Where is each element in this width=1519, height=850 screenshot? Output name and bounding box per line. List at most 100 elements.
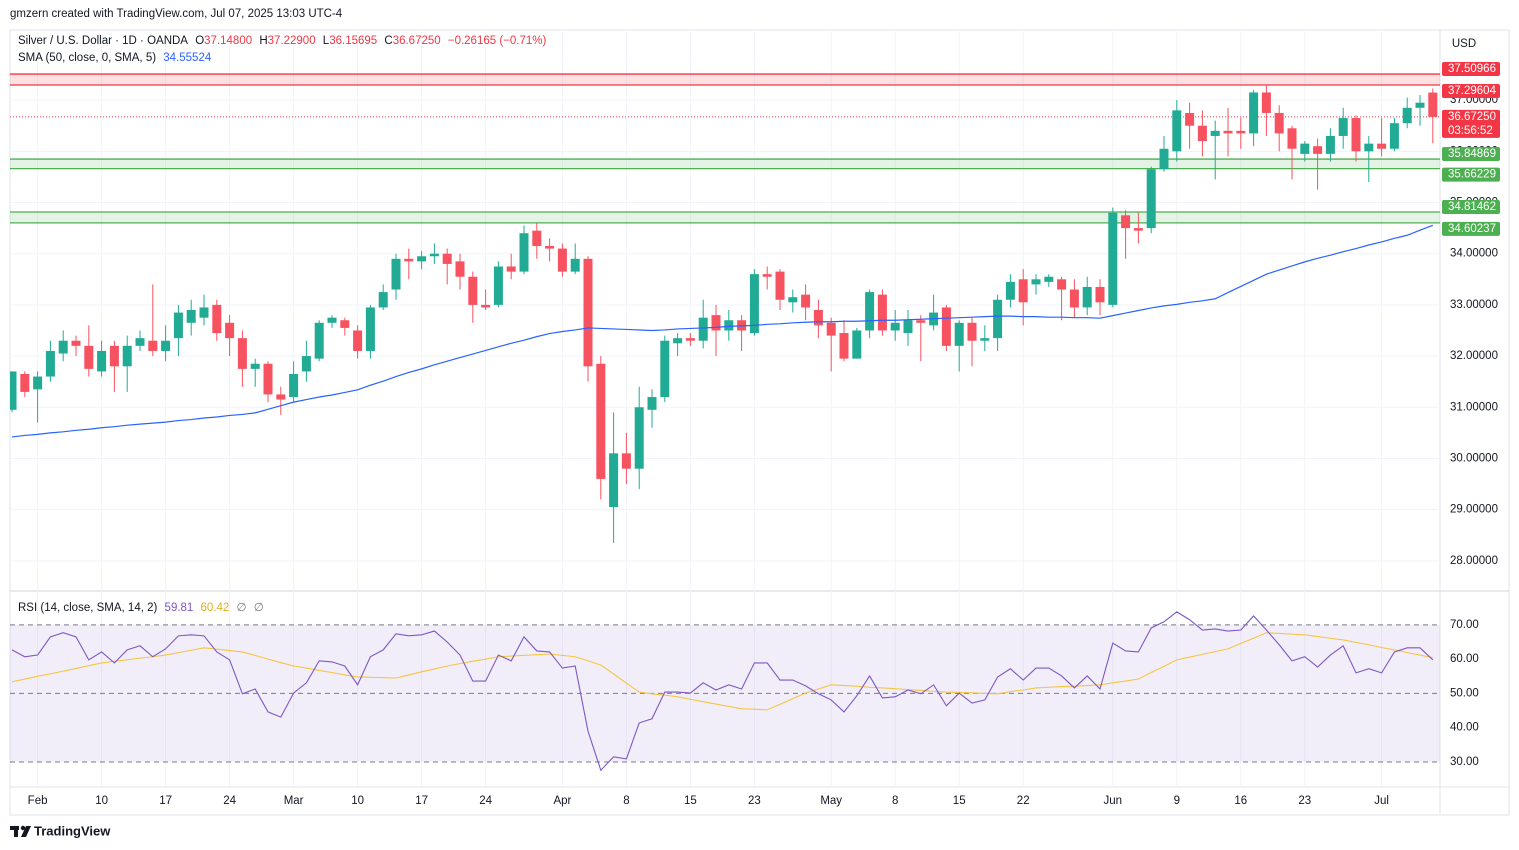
candle-body (455, 261, 465, 277)
x-tick-label: 9 (1174, 795, 1180, 807)
logo (10, 825, 31, 837)
candle-body (698, 317, 708, 341)
candle-body (519, 233, 529, 272)
x-tick-label: May (820, 795, 842, 807)
candle-body (109, 345, 119, 367)
candle-body (1005, 281, 1015, 300)
currency: USD (1452, 38, 1476, 50)
candle-body (506, 266, 516, 272)
zone-label: 34.81462 (1448, 201, 1496, 213)
candle-body (1389, 123, 1399, 149)
y-tick-label: 31.00000 (1450, 401, 1498, 413)
ohlc-h: H37.22900 (259, 35, 315, 47)
last-price-bg (1442, 109, 1500, 138)
y-tick-label: 32.00000 (1450, 350, 1498, 362)
candle-body (839, 333, 849, 359)
candle-body (1287, 128, 1297, 149)
y-tick-label: 29.00000 (1450, 504, 1498, 516)
sma-name: SMA (50, close, 0, SMA, 5) (18, 52, 157, 64)
ohlc-value: 36.67250 (392, 35, 441, 47)
candle-body (186, 310, 196, 323)
candle-body (1402, 107, 1412, 124)
ohlc-c: C36.67250 (384, 35, 440, 47)
candle-body (161, 340, 171, 351)
candle-body (173, 312, 183, 339)
symbol-title: Silver / U.S. Dollar · 1D · OANDA (18, 35, 188, 47)
y-tick-label: 40.00 (1450, 722, 1479, 734)
zone-label-bg (1442, 62, 1500, 77)
candle-body (391, 258, 401, 290)
candle-body (1133, 228, 1143, 231)
candle-body (711, 315, 721, 331)
candle-body (10, 371, 17, 410)
zone-label-bg (1442, 167, 1500, 182)
candle-body (903, 320, 913, 334)
x-tick-label: Mar (284, 795, 304, 807)
price-legend: Silver / U.S. Dollar · 1D · OANDA O37.14… (18, 35, 550, 47)
candle-body (1018, 279, 1028, 303)
rsi-sma-value: 60.42 (200, 602, 230, 614)
candle-body (212, 304, 222, 334)
candle-body (762, 274, 772, 277)
plot-area (10, 30, 1440, 787)
candle-body (378, 292, 388, 308)
x-tick-label: 17 (415, 795, 428, 807)
ohlc-value: 37.14800 (204, 35, 253, 47)
candle-body (250, 363, 260, 369)
candle-body (135, 338, 145, 346)
candle-body (1082, 286, 1092, 308)
candle-body (1044, 276, 1054, 282)
candle-body (993, 299, 1003, 339)
candle-body (1351, 118, 1361, 152)
zone-label: 35.84869 (1448, 148, 1496, 160)
candle-body (596, 363, 606, 479)
candle-body (429, 253, 439, 257)
candle-body (1261, 92, 1271, 113)
y-tick-label: 50.00 (1450, 687, 1479, 699)
rsi-line (11, 611, 1434, 772)
candle-body (1415, 102, 1425, 108)
candle-body (1197, 125, 1207, 142)
candle-body (877, 294, 887, 331)
candle-body (58, 340, 68, 354)
legend-extra: ∅ (236, 602, 247, 614)
candle-body (1428, 92, 1438, 117)
candle-body (1121, 215, 1131, 229)
candle-body (327, 317, 337, 323)
candle-body (1146, 169, 1156, 229)
candle-body (1377, 143, 1387, 149)
candle-body (199, 307, 209, 318)
candle-body (1364, 143, 1374, 152)
candle-body (45, 350, 55, 377)
candle-body (276, 394, 286, 400)
zone (10, 159, 1440, 169)
candle-body (852, 330, 862, 359)
candle-body (801, 294, 811, 308)
rsi-sma-line (11, 632, 1433, 711)
candle-body (1223, 130, 1233, 134)
zone-label: 37.29604 (1448, 85, 1497, 97)
y-tick-label: 70.00 (1450, 619, 1479, 631)
x-tick-label: 8 (623, 795, 629, 807)
rsi-value: 59.81 (164, 602, 194, 614)
candle-body (1249, 92, 1259, 134)
y-tick-label: 60.00 (1450, 653, 1479, 665)
x-tick-label: Jul (1374, 795, 1389, 807)
rsi-legend: RSI (14, close, SMA, 14, 2) 59.81 60.42 … (18, 600, 268, 614)
candle-body (1185, 112, 1195, 126)
y-tick-label: 34.00000 (1450, 248, 1498, 260)
x-tick-label: 15 (684, 795, 697, 807)
ohlc-value: 37.22900 (267, 35, 316, 47)
x-tick-label: 24 (479, 795, 492, 807)
candle-body (685, 338, 695, 341)
candle-body (468, 276, 478, 305)
candle-body (954, 322, 964, 346)
candle-body (353, 330, 363, 351)
ohlc-value: 36.15695 (329, 35, 378, 47)
ohlc-o: O37.14800 (195, 35, 252, 47)
candle-body (583, 258, 593, 367)
candle-body (1210, 130, 1220, 136)
candle-body (263, 363, 273, 395)
candle-body (20, 373, 30, 392)
candle-body (417, 256, 427, 262)
